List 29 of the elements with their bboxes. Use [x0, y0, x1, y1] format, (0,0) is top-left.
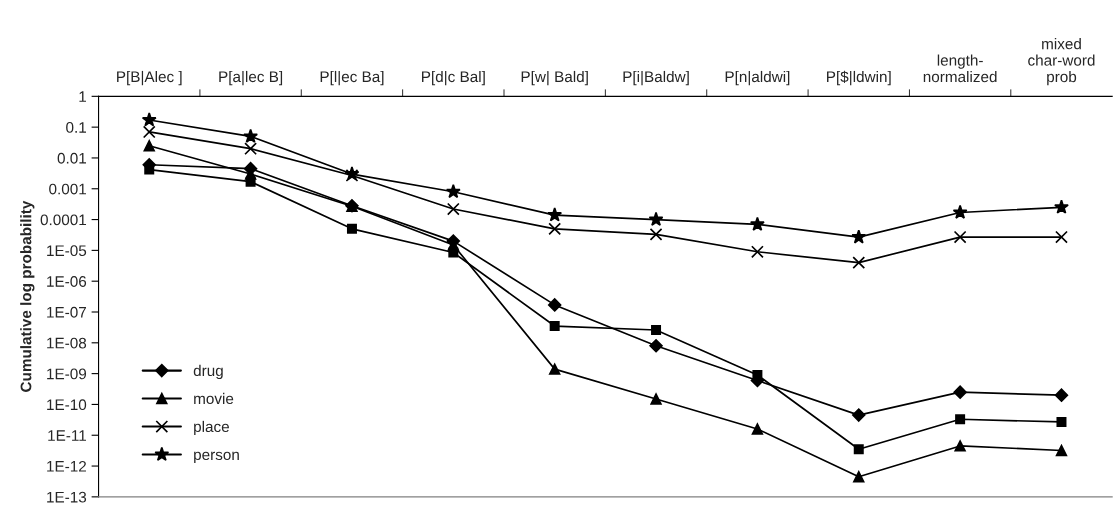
- y-tick-label: 1E-06: [47, 276, 87, 287]
- x-tick-label: P[B|Alec ]: [117, 70, 182, 86]
- x-tick-label: mixed char-word prob: [1028, 38, 1095, 86]
- legend-label: movie: [194, 392, 234, 405]
- y-axis-title: Cumulative log probability: [20, 200, 35, 392]
- y-tick-label: 1E-05: [47, 245, 87, 257]
- y-tick-label: 1E-07: [47, 306, 86, 318]
- y-tick-label: 1E-11: [48, 430, 87, 441]
- legend-label: place: [194, 420, 229, 436]
- y-tick-label: 0.001: [49, 183, 87, 195]
- y-tick-label: 0.1: [66, 122, 87, 133]
- y-tick-label: 1E-09: [47, 368, 87, 380]
- x-tick-label: length- normalized: [923, 54, 997, 83]
- x-tick-label: P[a|lec B]: [219, 70, 283, 86]
- x-tick-label: P[l|ec Ba]: [320, 70, 384, 86]
- y-tick-label: 1E-12: [47, 460, 86, 472]
- y-tick-label: 1: [79, 91, 87, 102]
- y-tick-label: 0.01: [57, 152, 87, 164]
- x-tick-label: P[$|ldwin]: [827, 70, 891, 86]
- y-tick-label: 1E-08: [47, 337, 87, 349]
- x-tick-label: P[i|Baldw]: [623, 70, 689, 86]
- x-tick-label: P[n|aldwi]: [725, 70, 790, 86]
- legend-label: drug: [193, 364, 223, 380]
- y-tick-label: 0.0001: [40, 214, 87, 226]
- x-tick-label: P[w| Bald]: [521, 70, 588, 86]
- legend-label: person: [194, 451, 239, 464]
- y-tick-label: 1E-13: [47, 491, 87, 503]
- y-tick-label: 1E-10: [47, 399, 87, 411]
- x-tick-label: P[d|c Bal]: [422, 70, 485, 86]
